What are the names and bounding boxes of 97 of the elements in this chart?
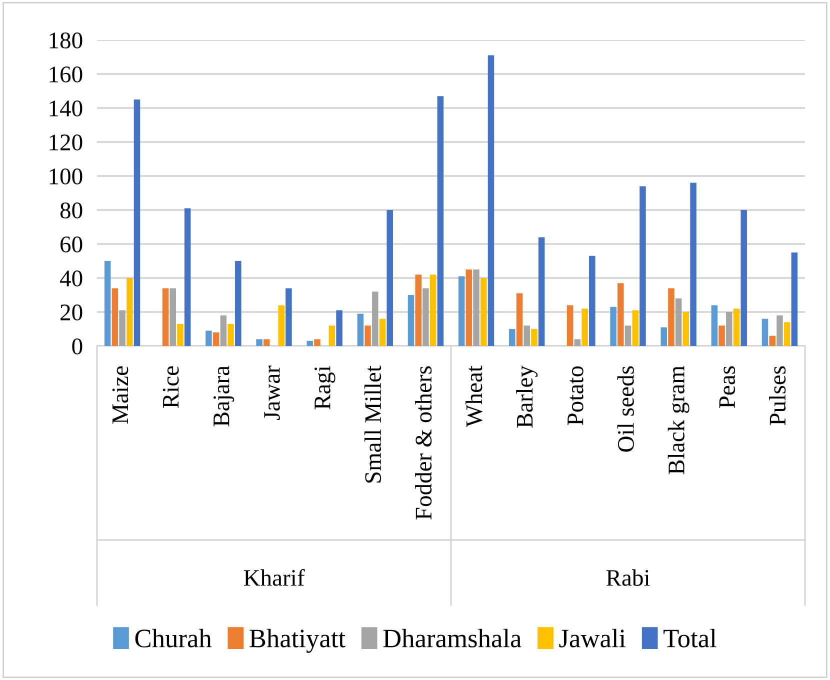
x-tick-label: Pulses	[769, 366, 786, 426]
bar	[610, 306, 616, 346]
bar	[256, 339, 262, 346]
bar	[212, 332, 220, 346]
y-tick-label: 20	[60, 304, 82, 320]
bar	[524, 326, 530, 346]
legend-label: Jawali	[559, 628, 626, 648]
bar	[632, 310, 638, 346]
bar	[566, 305, 574, 346]
bar	[509, 329, 516, 346]
bar	[769, 336, 776, 346]
bar	[466, 270, 472, 346]
bar	[791, 252, 798, 346]
bar	[134, 100, 140, 346]
bar	[675, 298, 682, 346]
bar	[264, 339, 270, 346]
bar	[711, 305, 718, 346]
y-tick-label: 120	[50, 134, 82, 150]
bar	[386, 210, 393, 346]
bar	[682, 312, 690, 346]
x-tick-label: Ragi	[314, 366, 336, 410]
bar	[379, 318, 386, 346]
y-tick-label: 100	[50, 168, 82, 184]
bar	[112, 288, 118, 346]
x-tick-label: Bajara	[213, 366, 234, 426]
bar	[538, 237, 545, 346]
bar	[126, 278, 133, 346]
x-tick-label: Wheat	[466, 366, 482, 428]
legend-label: Total	[664, 628, 716, 648]
bar	[762, 318, 768, 346]
y-tick-label: 60	[60, 236, 82, 252]
bar	[740, 210, 747, 346]
bar	[184, 208, 191, 346]
bar	[488, 55, 494, 346]
bar	[589, 256, 596, 346]
bar	[516, 293, 523, 346]
x-tick-label: Peas	[719, 366, 736, 408]
x-tick-label: Rice	[162, 366, 179, 408]
bar	[618, 283, 624, 346]
legend-label: Churah	[135, 628, 212, 648]
bar	[228, 324, 234, 346]
y-tick-label: 140	[50, 100, 82, 116]
bar	[430, 274, 436, 346]
bar	[531, 329, 538, 346]
bar	[357, 314, 364, 346]
bar	[473, 270, 480, 346]
bar	[364, 326, 371, 346]
text: Kharif	[244, 569, 305, 586]
x-tick-label: Maize	[112, 366, 128, 424]
bar	[119, 310, 126, 346]
bar	[718, 326, 725, 346]
bar	[458, 276, 465, 346]
legend-label: Dharamshala	[383, 628, 522, 648]
bar	[776, 315, 783, 346]
bar	[668, 288, 674, 346]
bar	[314, 339, 320, 346]
bar	[624, 326, 632, 346]
x-tick-label: Jawar	[264, 366, 280, 420]
bar	[582, 308, 588, 346]
bar	[690, 182, 696, 346]
bar	[104, 261, 111, 346]
x-tick-label: Oil seeds	[617, 366, 634, 452]
bar	[162, 288, 169, 346]
bar	[408, 295, 414, 346]
y-tick-label: 160	[50, 66, 82, 82]
bar	[415, 274, 422, 346]
bar	[306, 340, 313, 346]
y-tick-label: 0	[72, 338, 82, 354]
bar	[784, 322, 790, 346]
x-tick-label: Small Millet	[364, 366, 382, 483]
bar	[574, 339, 581, 346]
bar	[235, 261, 242, 346]
bar	[206, 330, 212, 346]
bar	[278, 305, 284, 346]
bar	[480, 278, 487, 346]
bar	[726, 312, 732, 346]
x-tick-label: Fodder & others	[415, 366, 432, 520]
bar	[336, 310, 342, 346]
bar	[177, 324, 184, 346]
bar	[437, 96, 444, 346]
y-tick-label: 40	[60, 270, 82, 286]
bar	[422, 288, 429, 346]
x-tick-label: Black gram	[668, 366, 690, 474]
text: Rabi	[606, 569, 650, 586]
bar	[660, 327, 667, 346]
x-tick-label: Barley	[516, 366, 538, 428]
y-tick-label: 80	[60, 202, 82, 218]
y-tick-label: 180	[50, 32, 82, 48]
bar	[640, 186, 646, 346]
bar	[170, 288, 176, 346]
bar	[286, 288, 292, 346]
bar	[733, 308, 740, 346]
bar	[220, 315, 227, 346]
legend-label: Bhatiyatt	[250, 628, 346, 653]
x-tick-label: Potato	[568, 366, 584, 426]
bar	[372, 292, 378, 346]
bar	[328, 326, 336, 346]
